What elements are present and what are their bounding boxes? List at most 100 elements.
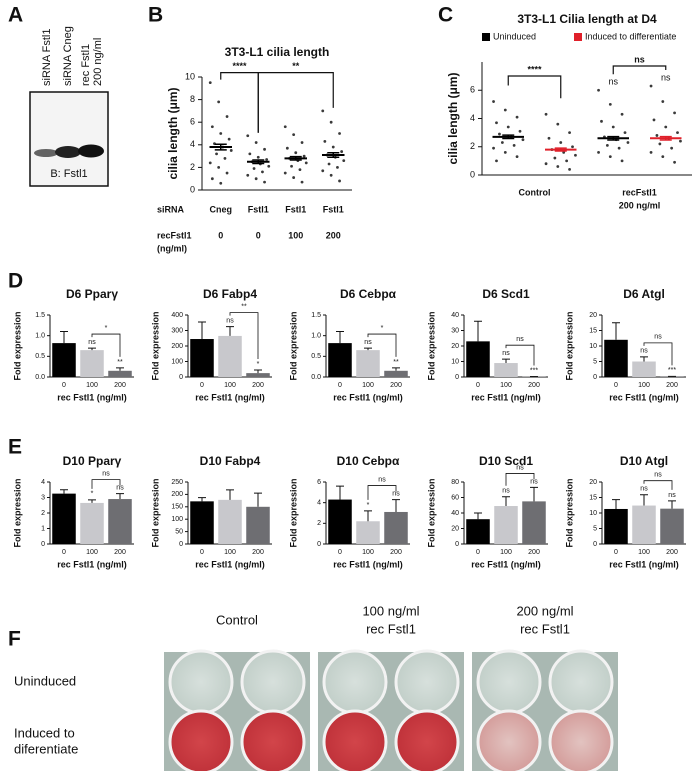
comparison-label: **** (527, 64, 542, 74)
column-header: rec Fstl1 (520, 621, 570, 636)
well (548, 709, 614, 771)
x-tick-label: 200 (114, 549, 126, 556)
x-tick-label: 200 (390, 382, 402, 389)
data-point (254, 177, 258, 181)
x-tick-label: 200 (666, 382, 678, 389)
error-bar (474, 512, 482, 520)
error-bar (607, 135, 620, 141)
bar (522, 501, 546, 544)
data-point (223, 156, 227, 160)
data-point (283, 171, 287, 175)
bar (604, 339, 628, 377)
data-point (676, 131, 679, 135)
error-bar (289, 155, 302, 161)
y-tick-label: 0 (179, 541, 183, 548)
error-bar (364, 347, 372, 351)
bar (52, 493, 76, 544)
x-tick-label: 0 (200, 382, 204, 389)
x-tick-label: 200 (252, 382, 264, 389)
y-tick-label: 6 (470, 85, 475, 95)
y-tick-label: 0 (455, 541, 459, 548)
chart-title: D6 Atgl (623, 287, 665, 301)
data-point (620, 112, 624, 116)
data-point (210, 177, 214, 181)
x-tick-label: recFstl1 (622, 187, 657, 197)
column-header: rec Fstl1 (366, 621, 416, 636)
data-point (597, 151, 600, 154)
error-bar (668, 500, 676, 509)
data-point (503, 151, 507, 154)
x-tick-label: 200 (252, 549, 264, 556)
x-tick-label: 100 (362, 549, 374, 556)
data-point (246, 173, 250, 177)
error-bar (502, 134, 515, 140)
error-bar (612, 322, 620, 340)
bar (466, 519, 490, 544)
y-tick-label: 400 (171, 312, 183, 319)
data-point (559, 141, 563, 144)
error-bar (640, 356, 648, 362)
y-tick-label: 0.0 (311, 374, 321, 381)
comparison-label: * (381, 325, 384, 332)
x-tick-label: 100 (86, 382, 98, 389)
data-point (338, 179, 341, 183)
comparison-label: ns (102, 470, 110, 477)
x-tick-label: 100 (500, 382, 512, 389)
comparison-label: ** (241, 303, 247, 310)
data-point (649, 84, 653, 88)
error-bar (116, 493, 124, 500)
well (394, 709, 460, 771)
significance-label: ns (392, 490, 400, 497)
significance-label: ns (530, 478, 538, 485)
y-tick-label: 0 (190, 184, 195, 194)
x-tick-label: 200 (390, 549, 402, 556)
lane-label: siRNA Fstl1 (41, 29, 53, 86)
y-tick-label: 100 (171, 516, 183, 523)
data-point (553, 156, 557, 160)
x-tick-label: 200 (528, 549, 540, 556)
legend-label: Uninduced (493, 31, 536, 41)
significance-label: ** (393, 359, 399, 366)
y-axis-label: Fold expression (426, 478, 436, 547)
data-point (263, 180, 266, 184)
y-tick-label: 20 (589, 479, 597, 486)
bar (494, 506, 518, 544)
y-tick-label: 0 (317, 541, 321, 548)
data-point (661, 100, 665, 103)
y-tick-label: 0 (593, 541, 597, 548)
bar (328, 343, 352, 377)
x-tick-label: 100 (224, 382, 236, 389)
data-point (664, 125, 668, 129)
comparison-bracket (507, 75, 562, 99)
data-point (252, 167, 256, 170)
bar (328, 499, 352, 544)
y-tick-label: 40 (451, 312, 459, 319)
error-bar (254, 492, 262, 507)
x-axis-label: rec Fstl1 (ng/ml) (195, 559, 265, 569)
well (322, 709, 388, 771)
comparison-label: ns (378, 476, 386, 483)
row-header: Uninduced (14, 673, 76, 688)
y-tick-label: 250 (171, 479, 183, 486)
bar (604, 508, 628, 544)
bar (108, 499, 132, 544)
data-point (256, 155, 260, 159)
significance-label: ns (502, 350, 510, 357)
data-point (300, 141, 304, 144)
data-point (568, 167, 571, 171)
bar (190, 501, 214, 544)
y-tick-label: 1.0 (35, 333, 45, 340)
x-axis-label: rec Fstl1 (ng/ml) (195, 392, 265, 402)
x-tick-label: 200 (666, 549, 678, 556)
data-point (302, 154, 306, 158)
data-point (215, 152, 218, 156)
data-point (323, 140, 327, 143)
y-tick-label: 0.5 (311, 353, 321, 360)
comparison-bracket (367, 485, 397, 500)
error-bar (88, 347, 96, 351)
x-tick-label: 100 (362, 382, 374, 389)
row-value: Fstl1 (285, 204, 306, 214)
y-tick-label: 4 (317, 500, 321, 507)
y-tick-label: 0 (41, 541, 45, 548)
y-axis-label: Fold expression (12, 311, 22, 380)
